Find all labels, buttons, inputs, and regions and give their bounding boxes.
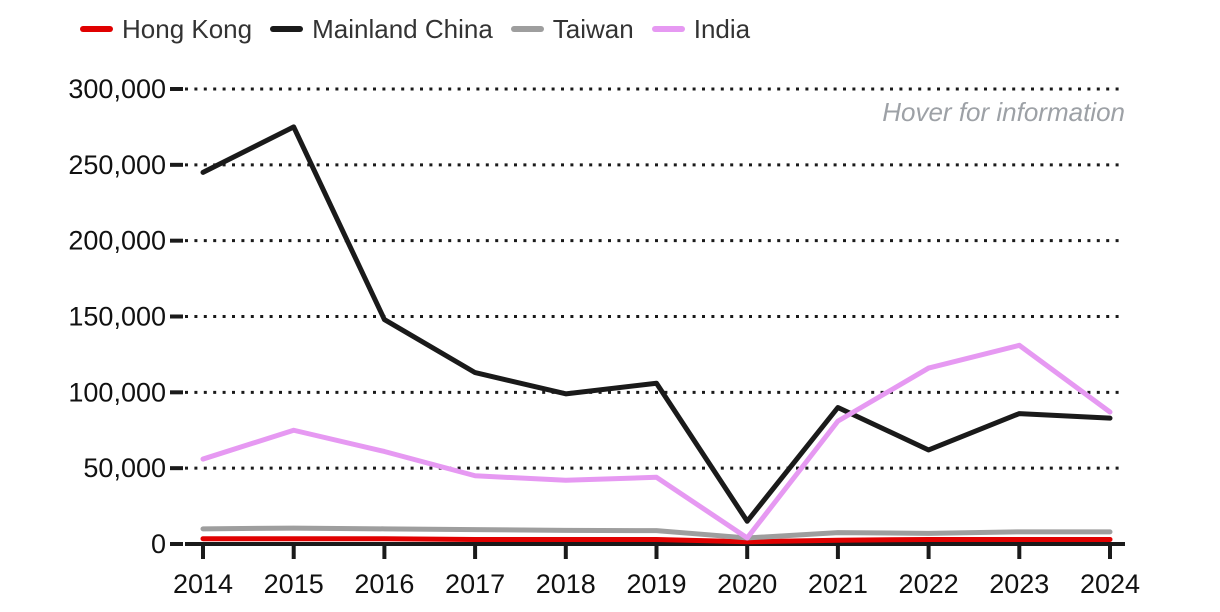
legend-item-hong-kong[interactable]: Hong Kong — [80, 16, 252, 42]
x-axis-label: 2021 — [808, 569, 868, 599]
series-line-india[interactable] — [200, 342, 1113, 541]
legend-swatch-mainland-china — [270, 26, 304, 32]
y-axis-label: 150,000 — [68, 302, 166, 332]
x-axis-label: 2017 — [445, 569, 505, 599]
y-axis-label: 50,000 — [83, 453, 166, 483]
legend-swatch-hong-kong — [80, 26, 113, 32]
x-axis-label: 2018 — [536, 569, 596, 599]
x-axis-label: 2016 — [354, 569, 414, 599]
legend: Hong Kong Mainland China Taiwan India — [80, 16, 750, 42]
legend-item-india[interactable]: India — [651, 14, 751, 44]
series-line-hong-kong[interactable] — [200, 536, 1113, 545]
series-line-mainland-china[interactable] — [200, 124, 1113, 524]
y-axis-label: 250,000 — [68, 150, 166, 180]
legend-item-mainland-china[interactable]: Mainland China — [270, 16, 493, 42]
series-line-taiwan[interactable] — [200, 525, 1113, 541]
x-axis-label: 2024 — [1080, 569, 1140, 599]
legend-label: Taiwan — [552, 14, 634, 44]
hover-hint-text: Hover for information — [882, 97, 1125, 127]
legend-label: India — [693, 14, 751, 44]
y-axis-label: 0 — [151, 529, 166, 559]
y-axis-label: 200,000 — [68, 226, 166, 256]
y-axis-label: 300,000 — [68, 74, 166, 104]
x-axis-label: 2019 — [626, 569, 686, 599]
legend-label: Mainland China — [312, 14, 493, 44]
x-axis-label: 2020 — [717, 569, 777, 599]
x-axis-label: 2015 — [264, 569, 324, 599]
x-axis-label: 2014 — [173, 569, 233, 599]
x-axis-label: 2023 — [989, 569, 1049, 599]
legend-swatch-india — [651, 26, 685, 32]
y-axis-label: 100,000 — [68, 377, 166, 407]
legend-item-taiwan[interactable]: Taiwan — [510, 14, 634, 44]
legend-swatch-taiwan — [510, 26, 544, 32]
legend-label: Hong Kong — [122, 14, 253, 44]
x-axis-label: 2022 — [899, 569, 959, 599]
